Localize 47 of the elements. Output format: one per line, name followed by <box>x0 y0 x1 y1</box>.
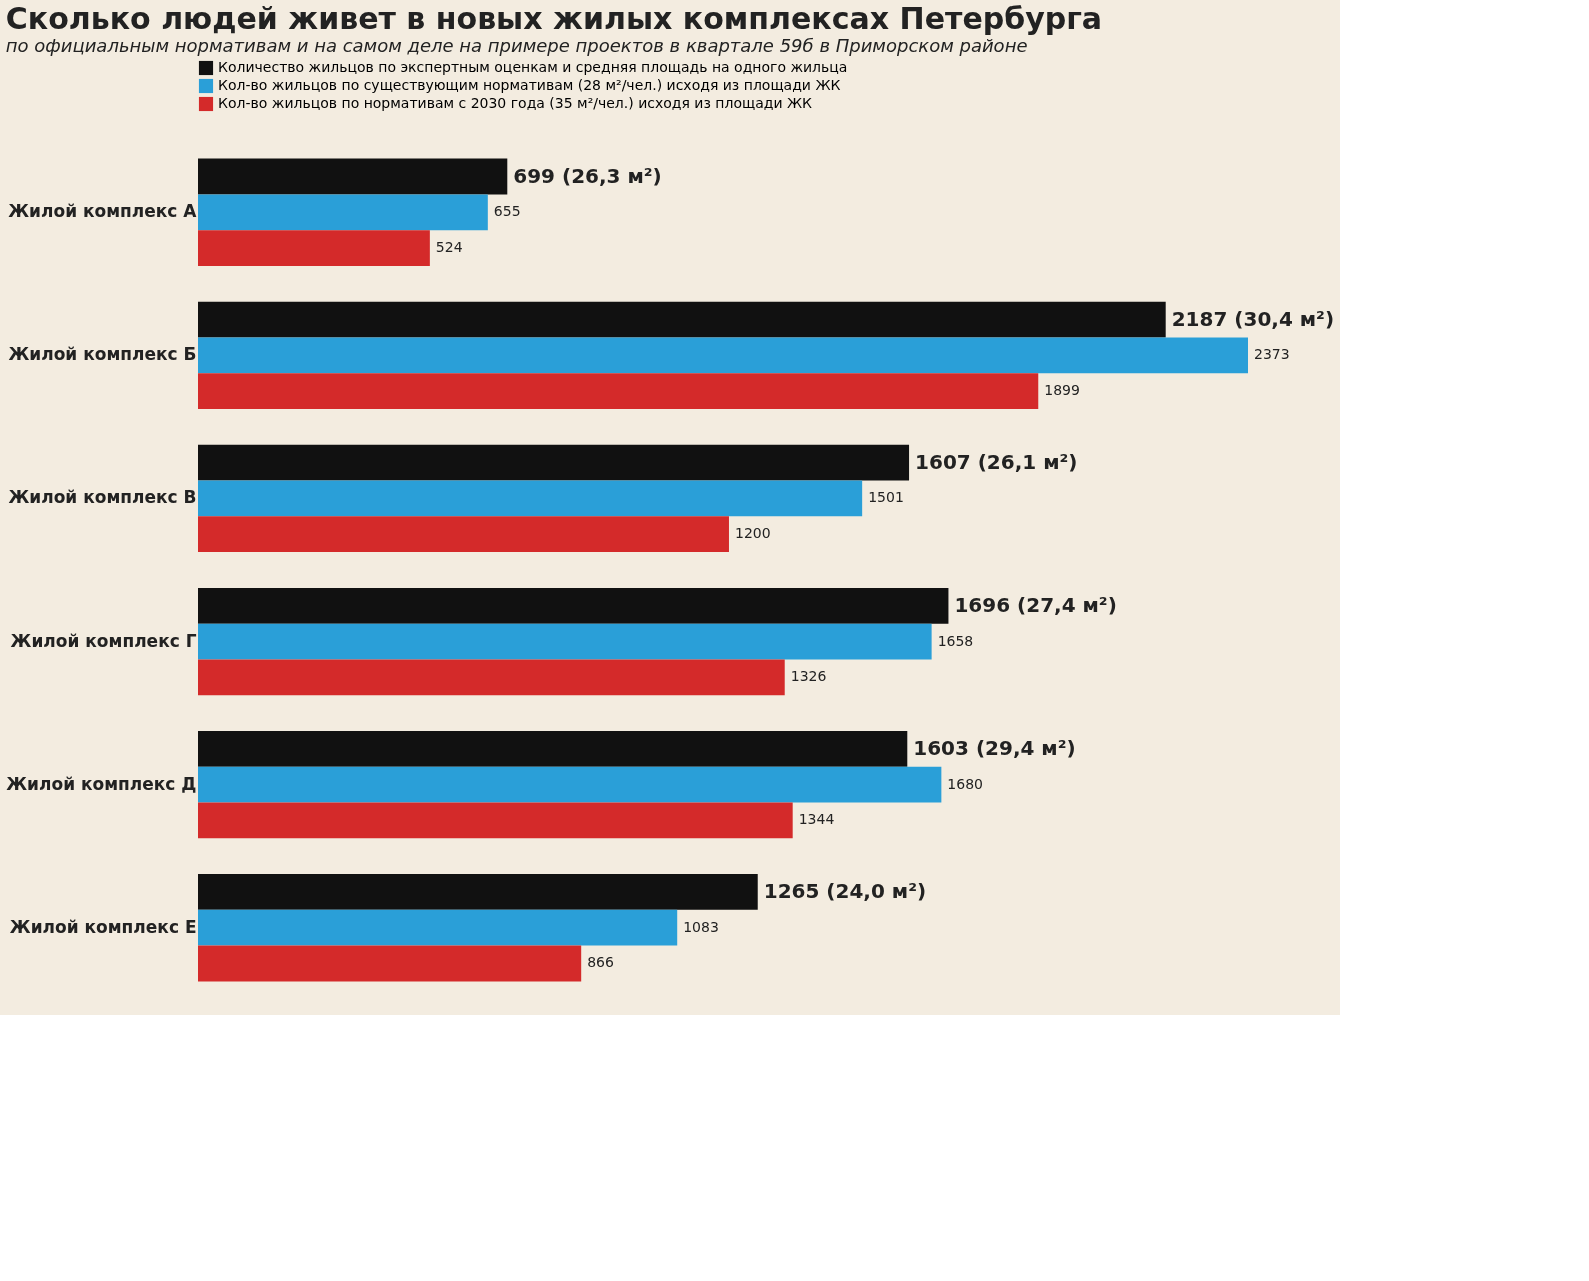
data-label: 1200 <box>734 525 771 542</box>
data-label: 1607 (26,1 м²) <box>915 449 1078 474</box>
y-tick-label: Жилой комплекс В <box>8 487 197 508</box>
data-label: 1344 <box>798 811 835 828</box>
chart-title: Сколько людей живет в новых жилых комплексах Петербурга <box>5 1 1103 36</box>
bar <box>198 945 582 982</box>
data-label: 1603 (29,4 м²) <box>913 735 1076 760</box>
data-label: 699 (26,3 м²) <box>513 163 662 188</box>
y-tick-label: Жилой комплекс Б <box>8 344 197 365</box>
data-label: 1083 <box>683 918 719 935</box>
data-label: 1326 <box>790 668 827 685</box>
data-label: 1658 <box>937 632 974 649</box>
data-label: 2187 (30,4 м²) <box>1171 306 1335 331</box>
data-label: 1696 (27,4 м²) <box>954 592 1117 617</box>
y-tick-label: Жилой комплекс А <box>8 201 198 222</box>
bar <box>198 623 932 660</box>
chart-subtitle: по официальным нормативам и на самом деле на примере проектов в квартале 59б в Приморском районе <box>5 35 1028 56</box>
bar <box>198 874 758 910</box>
bar <box>198 480 863 517</box>
data-label: 866 <box>587 954 614 971</box>
bar <box>198 802 793 839</box>
data-label: 524 <box>435 239 463 256</box>
legend-label: Количество жильцов по экспертным оценкам и средняя площадь на одного жильца <box>218 59 848 75</box>
data-label: 2373 <box>1254 346 1290 363</box>
bar <box>198 230 430 266</box>
data-label: 1680 <box>947 775 983 792</box>
data-label: 655 <box>493 203 521 220</box>
y-tick-label: Жилой комплекс Е <box>9 916 197 937</box>
bar <box>198 516 729 553</box>
bar <box>198 909 678 946</box>
bar <box>198 337 1248 374</box>
bar <box>198 301 1166 338</box>
legend-label: Кол-во жильцов по существующим нормативам (28 м²/чел.) исходя из площади ЖК <box>218 77 841 93</box>
bar <box>198 766 942 803</box>
bar <box>198 659 785 696</box>
data-label: 1899 <box>1044 382 1080 399</box>
bar <box>198 444 910 481</box>
bar <box>198 587 949 624</box>
bar <box>198 158 508 195</box>
bar <box>198 373 1039 410</box>
bar <box>198 194 488 231</box>
data-label: 1265 (24,0 м²) <box>763 878 927 903</box>
bar <box>198 730 908 767</box>
y-tick-label: Жилой комплекс Г <box>10 630 197 651</box>
legend-label: Кол-во жильцов по нормативам с 2030 года (35 м²/чел.) исходя из площади ЖК <box>218 95 813 111</box>
y-tick-label: Жилой комплекс Д <box>6 773 197 794</box>
data-label: 1501 <box>868 489 904 506</box>
